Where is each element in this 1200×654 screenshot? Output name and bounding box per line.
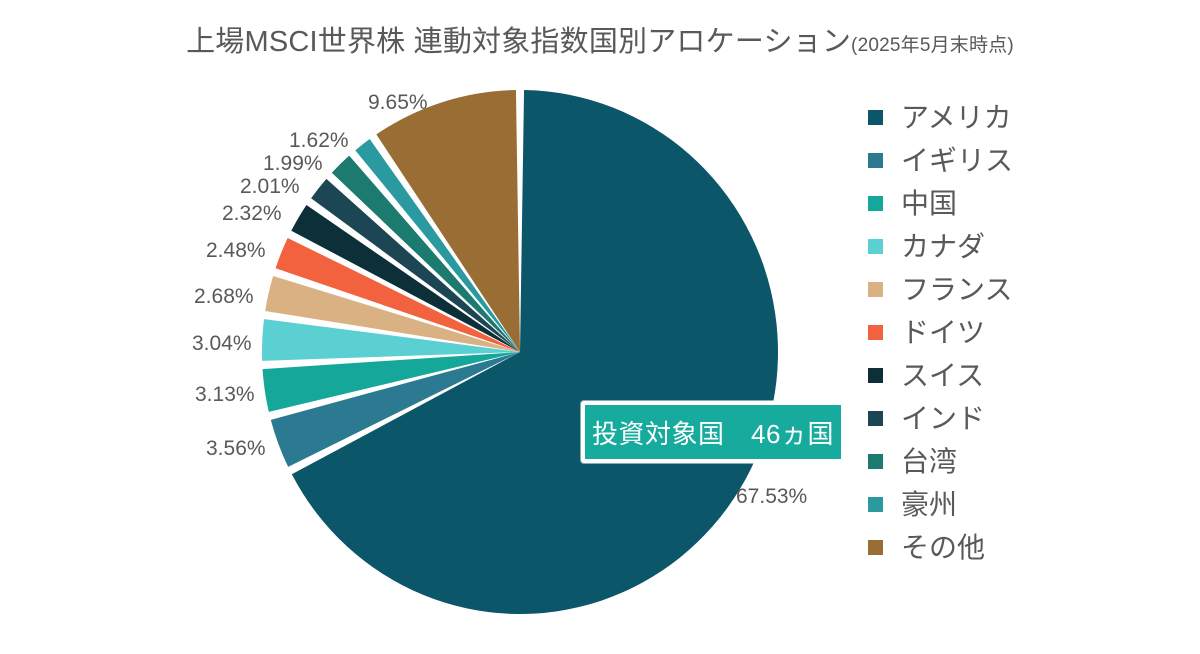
page-title: 上場MSCI世界株 連動対象指数国別アロケーション(2025年5月末時点) [0, 18, 1200, 60]
pie-slice[interactable] [291, 90, 778, 614]
legend-swatch-icon [868, 239, 883, 254]
legend-swatch-icon [868, 411, 883, 426]
legend-item[interactable]: スイス [868, 354, 1168, 397]
pie-plot-area: 9.65% 1.62% 1.99% 2.01% 2.32% 2.48% 2.68% 3.04%… [192, 82, 845, 622]
legend-swatch-icon [868, 497, 883, 512]
legend-item-label: 豪州 [901, 488, 958, 520]
pie-value-label: 9.65% [368, 91, 428, 114]
legend-item[interactable]: その他 [868, 526, 1168, 569]
chart-legend: アメリカイギリス中国カナダフランスドイツスイスインド台湾豪州その他 [868, 96, 1168, 569]
legend-swatch-icon [868, 196, 883, 211]
legend-item-label: スイス [901, 359, 985, 391]
legend-swatch-icon [868, 110, 883, 125]
legend-item-label: その他 [901, 531, 986, 563]
legend-item-label: カナダ [901, 230, 986, 262]
pie-value-label: 2.01% [240, 175, 300, 198]
pie-value-label: 1.99% [263, 152, 323, 175]
chart-title-subtitle: (2025年5月末時点) [851, 35, 1014, 56]
pie-slice[interactable] [262, 319, 520, 361]
pie-slice-group [262, 90, 778, 614]
pie-slice[interactable] [376, 90, 520, 352]
pie-value-label: 2.32% [222, 202, 282, 225]
pie-slice[interactable] [355, 139, 520, 352]
pie-value-label: 3.56% [206, 437, 266, 460]
investment-countries-callout: 投資対象国 46ヵ国 [581, 401, 845, 463]
legend-item[interactable]: アメリカ [868, 96, 1168, 139]
legend-item[interactable]: フランス [868, 268, 1168, 311]
pie-value-label: 3.13% [195, 383, 255, 406]
pie-value-label: 3.04% [192, 332, 252, 355]
legend-swatch-icon [868, 454, 883, 469]
pie-svg [262, 90, 778, 614]
pie-slice[interactable] [311, 178, 520, 352]
legend-item-label: インド [901, 402, 986, 434]
legend-item[interactable]: 中国 [868, 182, 1168, 225]
legend-item-label: アメリカ [901, 101, 1012, 133]
legend-item-label: 台湾 [901, 445, 958, 477]
pie-slice[interactable] [275, 238, 520, 352]
legend-swatch-icon [868, 368, 883, 383]
pie-slice[interactable] [331, 155, 520, 352]
pie-slice[interactable] [265, 276, 520, 352]
legend-item[interactable]: 豪州 [868, 483, 1168, 526]
pie-value-label: 1.62% [289, 129, 349, 152]
pie-slice[interactable] [291, 204, 520, 352]
pie-value-label: 2.48% [206, 239, 266, 262]
legend-swatch-icon [868, 153, 883, 168]
legend-item[interactable]: カナダ [868, 225, 1168, 268]
legend-swatch-icon [868, 325, 883, 340]
legend-item-label: イギリス [901, 144, 1014, 176]
legend-item-label: フランス [901, 273, 1013, 305]
legend-item-label: 中国 [901, 187, 958, 219]
chart-title-main: 上場MSCI世界株 連動対象指数国別アロケーション [186, 26, 852, 58]
legend-item-label: ドイツ [901, 316, 986, 348]
pie-slice[interactable] [270, 352, 520, 467]
legend-item[interactable]: 台湾 [868, 440, 1168, 483]
legend-item[interactable]: ドイツ [868, 311, 1168, 354]
legend-item[interactable]: インド [868, 397, 1168, 440]
callout-label: 投資対象国 46ヵ国 [592, 418, 834, 449]
pie-value-label: 2.68% [194, 285, 254, 308]
pie-slice[interactable] [262, 352, 520, 412]
pie-value-label: 67.53% [736, 485, 808, 508]
legend-swatch-icon [868, 540, 883, 555]
legend-swatch-icon [868, 282, 883, 297]
legend-item[interactable]: イギリス [868, 139, 1168, 182]
